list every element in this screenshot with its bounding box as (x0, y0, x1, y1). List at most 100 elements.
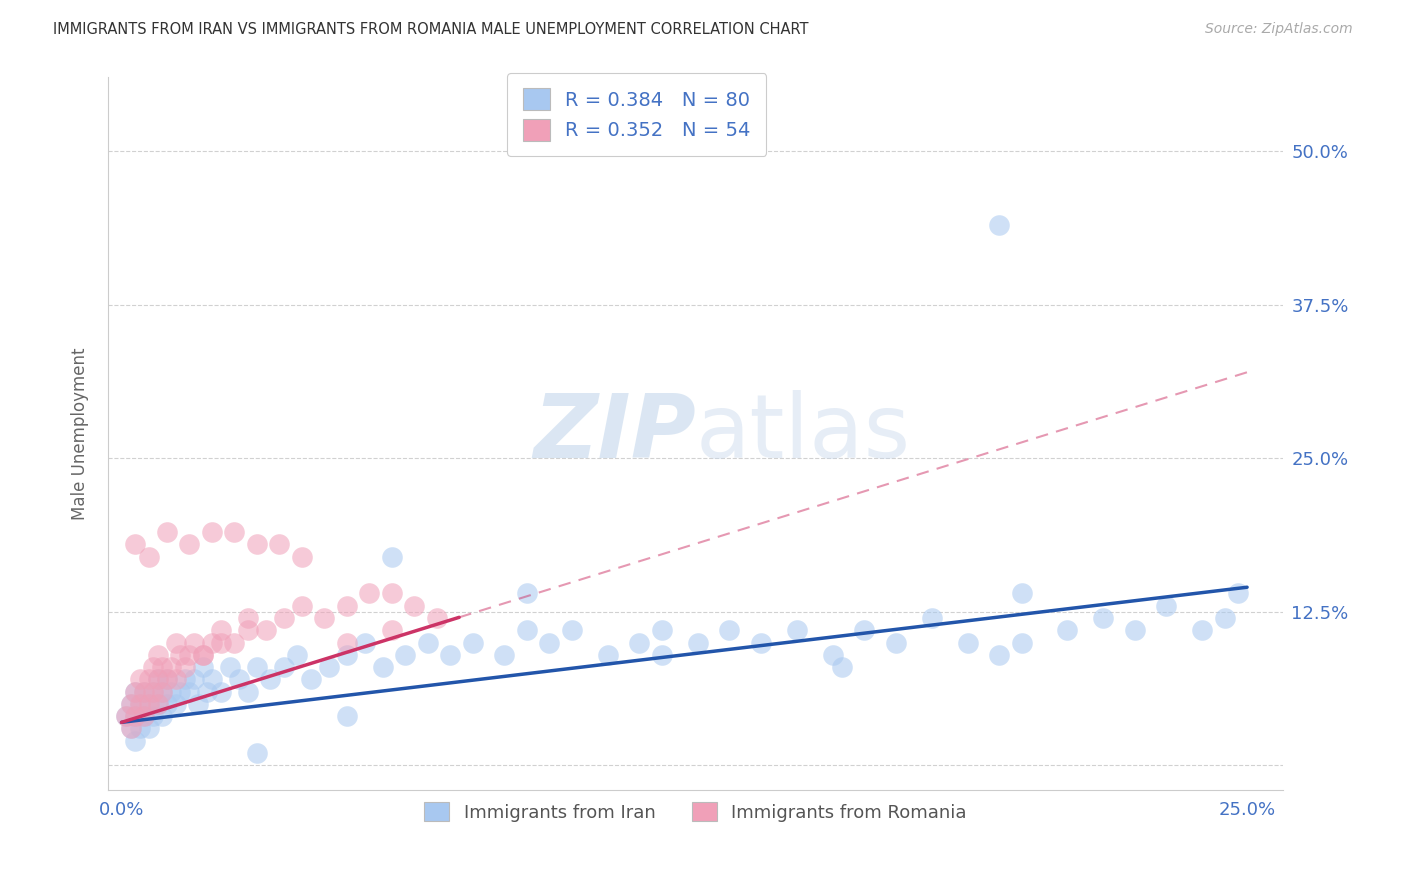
Point (245, 537, 267, 551)
Point (191, 648, 214, 662)
Point (124, 537, 146, 551)
Point (291, 549, 314, 564)
Point (155, 524, 177, 539)
Point (416, 635, 439, 649)
Point (786, 624, 808, 638)
Point (218, 660, 240, 674)
Point (146, 673, 169, 687)
Point (426, 611, 449, 625)
Point (120, 697, 142, 711)
Point (165, 697, 187, 711)
Point (120, 722, 142, 736)
Point (394, 648, 416, 662)
Point (169, 684, 191, 698)
Point (353, 635, 375, 649)
Point (988, 218, 1011, 232)
Point (120, 722, 142, 736)
Point (115, 709, 138, 723)
Point (236, 684, 259, 698)
Point (628, 635, 651, 649)
Point (142, 684, 165, 698)
Point (336, 599, 359, 613)
Point (921, 611, 943, 625)
Point (173, 673, 195, 687)
Text: Source: ZipAtlas.com: Source: ZipAtlas.com (1205, 22, 1353, 37)
Point (150, 684, 173, 698)
Point (150, 660, 173, 674)
Point (128, 722, 150, 736)
Point (222, 524, 245, 539)
Point (359, 586, 381, 600)
Point (191, 648, 214, 662)
Point (183, 673, 205, 687)
Point (1092, 611, 1115, 625)
Point (146, 673, 169, 687)
Point (132, 684, 155, 698)
Point (222, 635, 245, 649)
Point (128, 673, 150, 687)
Point (596, 648, 619, 662)
Point (146, 697, 169, 711)
Point (291, 599, 314, 613)
Point (150, 684, 173, 698)
Point (173, 660, 195, 674)
Point (191, 660, 214, 674)
Point (1213, 611, 1236, 625)
Point (142, 684, 165, 698)
Point (884, 635, 907, 649)
Legend: Immigrants from Iran, Immigrants from Romania: Immigrants from Iran, Immigrants from Ro… (412, 789, 980, 834)
Point (1154, 599, 1177, 613)
Point (165, 673, 187, 687)
Point (314, 611, 336, 625)
Point (209, 635, 232, 649)
Point (259, 673, 281, 687)
Point (138, 697, 160, 711)
Point (651, 624, 673, 638)
Point (132, 709, 155, 723)
Point (1056, 624, 1078, 638)
Point (245, 746, 267, 760)
Point (146, 648, 169, 662)
Point (187, 697, 209, 711)
Point (146, 697, 169, 711)
Point (1191, 624, 1213, 638)
Point (516, 586, 538, 600)
Point (124, 733, 146, 747)
Point (128, 697, 150, 711)
Text: ZIP: ZIP (533, 390, 696, 477)
Point (285, 648, 308, 662)
Point (245, 660, 267, 674)
Point (177, 684, 200, 698)
Point (381, 586, 404, 600)
Point (461, 635, 484, 649)
Point (516, 624, 538, 638)
Point (439, 648, 461, 662)
Point (120, 697, 142, 711)
Point (686, 635, 709, 649)
Y-axis label: Male Unemployment: Male Unemployment (72, 347, 89, 520)
Point (124, 684, 146, 698)
Point (142, 660, 165, 674)
Point (651, 648, 673, 662)
Point (200, 673, 222, 687)
Point (254, 624, 277, 638)
Point (299, 673, 322, 687)
Point (831, 660, 853, 674)
Point (200, 635, 222, 649)
Point (165, 635, 187, 649)
Point (124, 709, 146, 723)
Point (155, 697, 177, 711)
Point (228, 673, 250, 687)
Point (177, 537, 200, 551)
Point (371, 660, 394, 674)
Point (155, 673, 177, 687)
Point (138, 673, 160, 687)
Point (336, 709, 359, 723)
Point (273, 611, 295, 625)
Point (853, 624, 876, 638)
Point (209, 624, 232, 638)
Point (124, 709, 146, 723)
Point (267, 537, 290, 551)
Point (236, 624, 259, 638)
Point (821, 648, 844, 662)
